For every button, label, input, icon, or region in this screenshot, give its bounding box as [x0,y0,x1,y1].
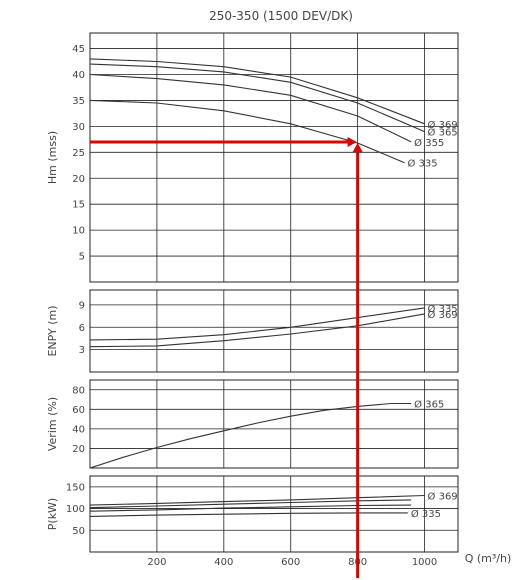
operating-point-flow-arrow [352,142,363,152]
npsh-y-axis-label: ENPY (m) [46,305,59,356]
head-series-line [89,58,425,125]
head-ytick-label: 25 [72,148,85,159]
npsh-ytick-label: 6 [79,323,85,334]
power-series-label: Ø 335 [411,508,441,520]
power-series-line [89,512,408,517]
head-ytick-label: 45 [72,44,85,55]
npsh-ytick-label: 9 [79,300,85,311]
power-ytick-label: 100 [66,504,85,515]
npsh-panel-frame [89,289,459,373]
head-ytick-label: 35 [72,96,85,107]
efficiency-ytick-label: 20 [72,444,85,455]
head-ytick-label: 40 [72,70,85,81]
x-axis-label: Q (m³/h) [465,552,512,565]
npsh-series-line [89,307,425,341]
head-ytick-label: 10 [72,226,85,237]
power-panel-frame [89,475,459,553]
efficiency-panel-frame [89,379,459,469]
head-series-line [89,63,425,133]
head-series-label: Ø 355 [414,137,444,149]
efficiency-ytick-label: 80 [72,385,85,396]
power-series-line [89,494,425,506]
x-tick-label: 600 [281,557,300,568]
x-tick-label: 200 [147,557,166,568]
npsh-series-line [89,313,425,348]
power-series-label: Ø 369 [428,491,458,503]
power-ytick-label: 50 [72,526,85,537]
efficiency-ytick-label: 60 [72,405,85,416]
efficiency-series-line [89,402,412,469]
operating-point-head-arrow [347,136,357,147]
x-tick-label: 1000 [412,557,437,568]
power-ytick-label: 150 [66,482,85,493]
head-panel-frame [89,32,459,283]
head-ytick-label: 30 [72,122,85,133]
power-y-axis-label: P(kW) [46,498,59,530]
efficiency-ytick-label: 40 [72,424,85,435]
head-series-label: Ø 369 [428,119,458,131]
npsh-series-label: Ø 369 [428,309,458,321]
head-series-label: Ø 365 [428,127,458,139]
power-series-line [89,504,412,512]
head-ytick-label: 5 [79,252,85,263]
head-ytick-label: 15 [72,200,85,211]
npsh-ytick-label: 3 [79,345,85,356]
efficiency-series-label: Ø 365 [414,398,444,410]
power-series-line [89,499,412,509]
head-series-line [89,99,405,164]
npsh-series-label: Ø 335 [428,303,458,315]
head-series-label: Ø 335 [407,158,437,170]
head-ytick-label: 20 [72,174,85,185]
head-y-axis-label: Hm (mss) [46,131,59,184]
x-tick-label: 400 [214,557,233,568]
head-series-line [89,73,412,143]
chart-title: 250-350 (1500 DEV/DK) [209,9,353,23]
efficiency-y-axis-label: Verim (%) [46,397,59,451]
